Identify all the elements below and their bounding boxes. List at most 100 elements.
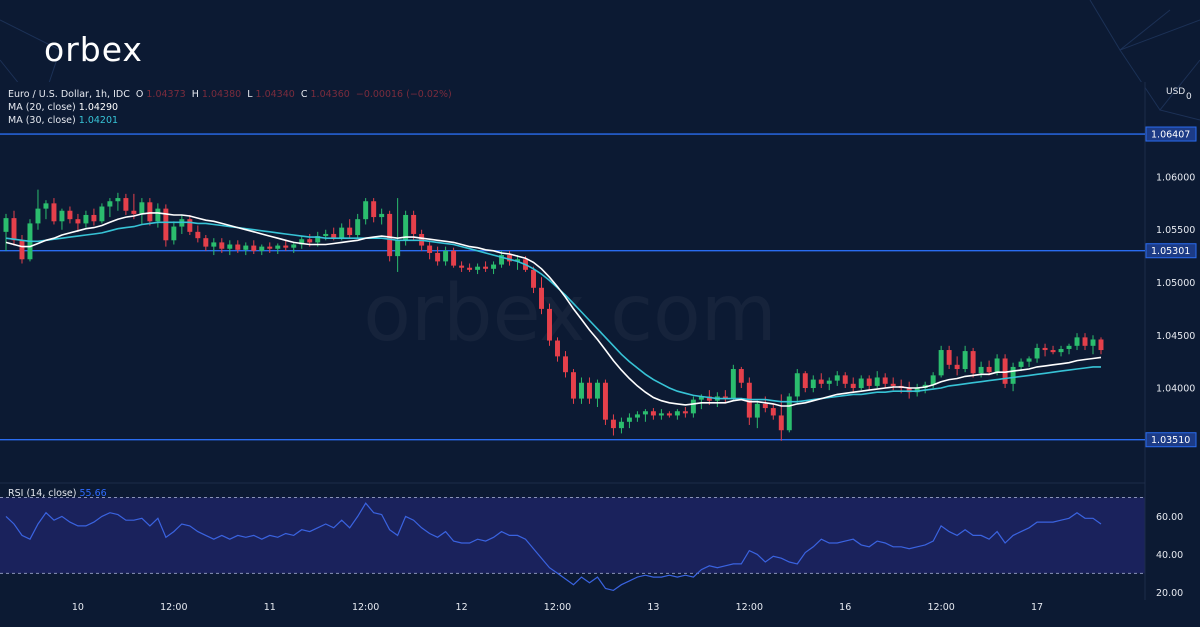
candle-body bbox=[762, 403, 768, 409]
candle-bear bbox=[467, 263, 473, 272]
candle-bull bbox=[115, 192, 121, 211]
candle-bear bbox=[802, 371, 808, 393]
candle-bull bbox=[35, 189, 41, 230]
candle-bull bbox=[642, 409, 648, 422]
level-tag-3 bbox=[1145, 432, 1197, 448]
candle-body bbox=[706, 396, 712, 401]
candle-body bbox=[51, 203, 57, 222]
candle-body bbox=[770, 408, 776, 416]
candle-bull bbox=[211, 238, 217, 256]
level-tag-1 bbox=[1145, 126, 1197, 142]
candle-body bbox=[251, 245, 257, 251]
ma20-line bbox=[5, 212, 1102, 407]
candle-bull bbox=[834, 371, 840, 386]
candle-bear bbox=[1002, 354, 1008, 389]
candle-bull bbox=[139, 198, 145, 225]
candle-bull bbox=[658, 409, 664, 420]
level-tag-label-1: 1.06407 bbox=[1151, 130, 1190, 141]
candle-bear bbox=[610, 414, 616, 436]
candle-bull bbox=[1034, 343, 1040, 363]
candle-body bbox=[379, 213, 385, 218]
price-axis: 1.06407 1.05301 1.03510 1.06000 1.05500 1.050… bbox=[1145, 126, 1197, 599]
candle-bear bbox=[770, 403, 776, 420]
candle-body bbox=[475, 266, 481, 270]
candle-bull bbox=[874, 371, 880, 389]
level-tag-label-3: 1.03510 bbox=[1151, 435, 1190, 446]
candle-body bbox=[19, 240, 25, 260]
candle-body bbox=[59, 210, 65, 222]
candle-body bbox=[1042, 347, 1048, 351]
ma30-line bbox=[5, 221, 1101, 403]
candle-bull bbox=[379, 208, 385, 225]
candle-bear bbox=[123, 193, 129, 215]
candle-body bbox=[131, 210, 137, 214]
candle-bull bbox=[43, 200, 49, 220]
candle-body bbox=[874, 377, 880, 386]
candle-body bbox=[610, 419, 616, 429]
time-tick-label: 12:00 bbox=[352, 602, 379, 613]
candle-bull bbox=[443, 246, 449, 266]
ma20-label: MA (20, close) bbox=[8, 102, 76, 113]
candle-body bbox=[243, 245, 249, 250]
candle-bear bbox=[131, 193, 137, 220]
candle-body bbox=[986, 366, 992, 373]
candle-bear bbox=[435, 246, 441, 266]
candle-body bbox=[259, 246, 265, 251]
candle-body bbox=[634, 414, 640, 418]
candle-body bbox=[435, 252, 441, 262]
price-tick-label: 1.04000 bbox=[1156, 384, 1195, 395]
rsi-tick-label: 60.00 bbox=[1156, 512, 1183, 523]
candle-body bbox=[594, 382, 600, 399]
candle-body bbox=[531, 269, 536, 288]
time-tick-label: 12:00 bbox=[544, 602, 571, 613]
candle-bull bbox=[83, 210, 89, 228]
candle-bull bbox=[914, 383, 920, 397]
brand-logo: orbex bbox=[44, 30, 143, 69]
candle-body bbox=[283, 245, 289, 248]
candle-bull bbox=[1058, 345, 1064, 357]
candle-body bbox=[954, 364, 960, 370]
candle-body bbox=[35, 208, 41, 224]
candle-bull bbox=[1066, 343, 1072, 355]
candle-body bbox=[75, 219, 81, 224]
level-tag-label-2: 1.05301 bbox=[1151, 246, 1190, 257]
time-tick-label: 10 bbox=[72, 602, 84, 613]
candle-bear bbox=[267, 242, 273, 253]
candle-bull bbox=[227, 240, 233, 256]
ohlc-open-label: O bbox=[135, 89, 144, 100]
time-tick-label: 16 bbox=[839, 602, 851, 613]
time-tick-label: 12 bbox=[456, 602, 468, 613]
candle-body bbox=[483, 266, 489, 269]
candle-body bbox=[586, 382, 592, 399]
candle-body bbox=[347, 227, 353, 236]
candle-body bbox=[674, 411, 680, 416]
candle-bull bbox=[938, 345, 944, 378]
candle-body bbox=[578, 382, 584, 399]
candle-body bbox=[658, 413, 664, 416]
price-tick-label: 1.05500 bbox=[1156, 225, 1195, 236]
candle-body bbox=[738, 369, 744, 383]
candle-bear bbox=[235, 240, 241, 253]
candle-body bbox=[411, 214, 417, 234]
candle-body bbox=[1018, 361, 1024, 367]
candle-body bbox=[115, 198, 121, 202]
candle-bull bbox=[395, 198, 401, 272]
candle-bear bbox=[1050, 345, 1056, 355]
candle-body bbox=[3, 218, 9, 232]
candle-body bbox=[195, 231, 201, 239]
candle-body bbox=[11, 218, 17, 241]
candle-bear bbox=[986, 360, 992, 376]
candle-bear bbox=[890, 377, 896, 391]
candle-body bbox=[267, 246, 273, 249]
candle-bear bbox=[283, 240, 289, 251]
candle-bear bbox=[75, 213, 81, 232]
ohlc-close-label: C bbox=[300, 89, 308, 100]
candle-bear bbox=[547, 303, 552, 346]
candle-body bbox=[690, 399, 696, 414]
candle-body bbox=[163, 208, 169, 241]
candle-bear bbox=[195, 225, 201, 243]
candle-body bbox=[83, 214, 89, 224]
candle-body bbox=[994, 358, 1000, 373]
candle-bull bbox=[594, 379, 600, 408]
